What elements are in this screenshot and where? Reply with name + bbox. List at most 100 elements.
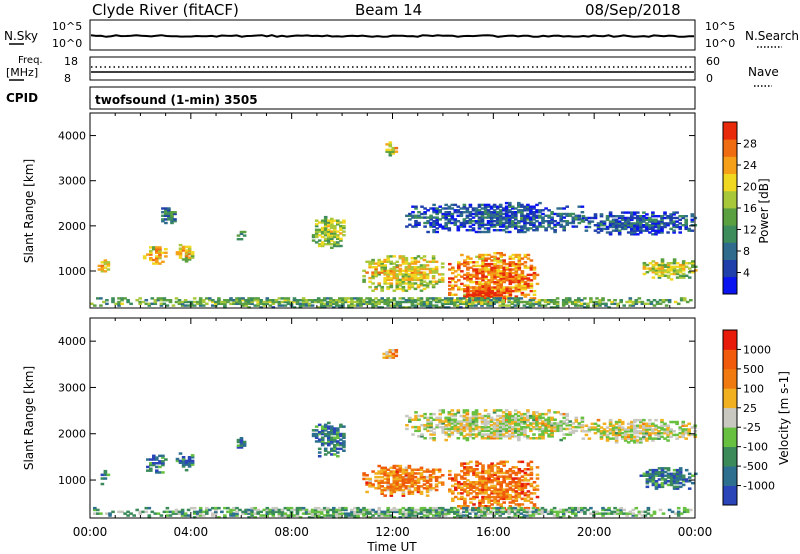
heatmap-cell <box>465 306 469 309</box>
cpid-panel-frame <box>89 86 696 110</box>
heatmap-cell <box>329 299 333 302</box>
heatmap-cell <box>537 299 542 302</box>
heatmap-cell <box>211 299 215 302</box>
heatmap-cell <box>435 418 439 421</box>
heatmap-cell <box>520 420 524 423</box>
heatmap-cell <box>356 304 360 307</box>
heatmap-cell <box>626 224 631 227</box>
heatmap-cell <box>532 207 536 210</box>
heatmap-cell <box>398 273 403 276</box>
heatmap-cell <box>541 220 545 223</box>
heatmap-cell <box>511 275 516 278</box>
heatmap-cell <box>652 304 657 307</box>
heatmap-cell <box>314 440 319 443</box>
heatmap-cell <box>323 442 328 445</box>
heatmap-cell <box>416 269 421 272</box>
heatmap-cell <box>584 218 589 221</box>
heatmap-cell <box>460 464 464 467</box>
heatmap-cell <box>481 479 485 482</box>
heatmap-cell <box>498 203 503 207</box>
heatmap-cell <box>446 297 451 300</box>
heatmap-cell <box>336 241 340 244</box>
heatmap-cell <box>466 277 470 280</box>
heatmap-cell <box>347 304 351 307</box>
heatmap-cell <box>477 302 481 305</box>
heatmap-cell <box>660 424 664 427</box>
heatmap-cell <box>495 214 500 217</box>
heatmap-cell <box>404 474 409 477</box>
heatmap-cell <box>398 264 403 267</box>
heatmap-cell <box>663 269 668 272</box>
freq-label: Freq. <box>18 55 43 66</box>
heatmap-cell <box>450 431 455 434</box>
heatmap-cell <box>395 276 400 280</box>
heatmap-cell <box>599 229 604 232</box>
heatmap-cell <box>514 288 519 291</box>
heatmap-cell <box>444 431 448 434</box>
heatmap-cell <box>492 411 497 414</box>
heatmap-cell <box>484 492 488 495</box>
heatmap-cell <box>625 514 629 517</box>
y-tick-label: 3000 <box>58 381 86 394</box>
heatmap-cell <box>651 439 655 442</box>
heatmap-cell <box>342 219 346 222</box>
heatmap-cell <box>339 244 343 248</box>
heatmap-cell <box>392 275 397 278</box>
heatmap-cell <box>362 472 366 475</box>
heatmap-cell <box>362 508 366 512</box>
heatmap-cell <box>404 481 409 484</box>
heatmap-cell <box>547 433 551 436</box>
heatmap-cell <box>496 475 500 478</box>
heatmap-cell <box>391 148 396 152</box>
heatmap-cell <box>513 508 518 512</box>
heatmap-cell <box>259 300 263 304</box>
heatmap-cell <box>451 499 455 502</box>
heatmap-cell <box>510 302 515 305</box>
heatmap-cell <box>428 488 433 492</box>
heatmap-cell <box>277 302 282 305</box>
colorbar-tick-label: 100 <box>743 382 764 395</box>
heatmap-cell <box>395 477 400 481</box>
heatmap-cell <box>450 508 454 512</box>
heatmap-cell <box>411 433 415 436</box>
heatmap-cell <box>422 276 427 280</box>
heatmap-cell <box>365 483 369 486</box>
heatmap-cell <box>507 510 511 514</box>
heatmap-cell <box>541 433 545 436</box>
heatmap-cell <box>314 241 319 244</box>
heatmap-cell <box>648 431 652 435</box>
heatmap-cell <box>451 492 455 495</box>
heatmap-cell <box>526 218 530 221</box>
heatmap-cell <box>526 414 530 418</box>
heatmap-cell <box>187 457 192 461</box>
heatmap-cell <box>414 416 418 420</box>
heatmap-cell <box>496 291 500 295</box>
heatmap-cell <box>472 293 476 296</box>
heatmap-cell <box>466 291 470 295</box>
heatmap-cell <box>669 420 673 424</box>
heatmap-cell <box>651 267 656 270</box>
heatmap-cell <box>383 267 387 271</box>
heatmap-cell <box>626 211 631 214</box>
heatmap-cell <box>434 304 439 307</box>
heatmap-cell <box>450 214 455 217</box>
heatmap-cell <box>411 214 415 217</box>
heatmap-cell <box>317 243 322 246</box>
heatmap-cell <box>419 508 424 512</box>
heatmap-cell <box>478 293 482 296</box>
heatmap-cell <box>170 211 174 214</box>
heatmap-cell <box>97 268 102 271</box>
heatmap-cell <box>472 270 476 273</box>
heatmap-cell <box>547 214 551 217</box>
heatmap-cell <box>453 427 458 431</box>
heatmap-cell <box>404 269 409 272</box>
heatmap-cell <box>508 280 513 284</box>
heatmap-cell <box>675 269 680 272</box>
heatmap-cell <box>330 442 334 445</box>
heatmap-cell <box>472 264 476 268</box>
heatmap-cell <box>556 422 560 425</box>
heatmap-cell <box>425 300 430 304</box>
heatmap-cell <box>535 416 539 420</box>
heatmap-cell <box>325 514 330 517</box>
heatmap-cell <box>520 492 525 495</box>
